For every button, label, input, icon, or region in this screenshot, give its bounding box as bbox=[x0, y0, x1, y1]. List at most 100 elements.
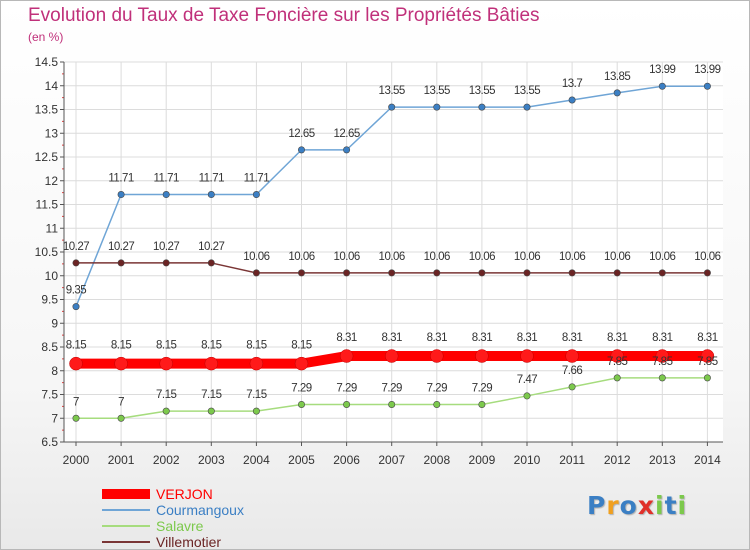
data-label-courmangoux: 13.55 bbox=[424, 85, 450, 97]
data-label-villemotier: 10.06 bbox=[424, 251, 450, 263]
data-point-salavre bbox=[568, 383, 576, 391]
data-point-salavre bbox=[162, 407, 170, 415]
data-label-verjon: 8.31 bbox=[607, 332, 627, 344]
data-label-verjon: 8.15 bbox=[201, 340, 221, 352]
x-tick-label: 2011 bbox=[559, 453, 585, 467]
data-point-villemotier bbox=[388, 269, 396, 277]
data-point-salavre bbox=[523, 392, 531, 400]
data-label-salavre: 7 bbox=[73, 396, 79, 408]
data-point-courmangoux bbox=[117, 191, 125, 199]
data-label-verjon: 8.15 bbox=[246, 340, 266, 352]
logo-letter: x bbox=[637, 491, 655, 520]
data-point-courmangoux bbox=[703, 82, 711, 90]
data-label-courmangoux: 13.99 bbox=[649, 64, 675, 76]
data-point-salavre bbox=[388, 400, 396, 408]
y-tick-label: 10.5 bbox=[35, 245, 59, 259]
data-label-courmangoux: 11.71 bbox=[108, 173, 134, 185]
data-label-verjon: 8.15 bbox=[111, 340, 131, 352]
x-tick-label: 2004 bbox=[243, 453, 270, 467]
data-label-salavre: 7.66 bbox=[562, 365, 582, 377]
data-point-villemotier bbox=[252, 269, 260, 277]
data-label-villemotier: 10.06 bbox=[469, 251, 495, 263]
data-label-verjon: 8.31 bbox=[517, 332, 537, 344]
data-label-villemotier: 10.06 bbox=[559, 251, 585, 263]
data-point-courmangoux bbox=[658, 82, 666, 90]
data-point-villemotier bbox=[343, 269, 351, 277]
data-point-verjon bbox=[655, 349, 670, 363]
data-label-verjon: 8.15 bbox=[156, 340, 176, 352]
data-point-salavre bbox=[297, 400, 305, 408]
data-label-salavre: 7.29 bbox=[472, 382, 492, 394]
data-label-verjon: 8.31 bbox=[697, 332, 717, 344]
data-label-salavre: 7.15 bbox=[156, 389, 176, 401]
x-tick-label: 2014 bbox=[694, 453, 721, 467]
logo-letter: r bbox=[606, 491, 620, 520]
logo-letter: P bbox=[587, 491, 607, 520]
data-label-verjon: 8.15 bbox=[291, 340, 311, 352]
data-point-verjon bbox=[339, 349, 354, 363]
data-label-villemotier: 10.06 bbox=[649, 251, 675, 263]
data-label-courmangoux: 11.71 bbox=[153, 173, 179, 185]
x-tick-label: 2010 bbox=[514, 453, 541, 467]
x-tick-label: 2003 bbox=[198, 453, 225, 467]
data-label-courmangoux: 11.71 bbox=[199, 173, 225, 185]
logo-letter: i bbox=[655, 491, 665, 520]
x-tick-label: 2008 bbox=[423, 453, 450, 467]
chart-title: Evolution du Taux de Taxe Foncière sur l… bbox=[28, 5, 540, 26]
data-label-verjon: 8.15 bbox=[66, 340, 86, 352]
y-tick-label: 7.5 bbox=[41, 388, 58, 402]
data-point-salavre bbox=[72, 414, 80, 422]
y-tick-label: 7 bbox=[51, 411, 58, 425]
data-label-courmangoux: 13.55 bbox=[514, 85, 540, 97]
data-point-courmangoux bbox=[523, 103, 531, 111]
data-point-salavre bbox=[613, 374, 621, 382]
data-point-verjon bbox=[475, 349, 489, 363]
data-label-villemotier: 10.27 bbox=[198, 241, 224, 253]
y-tick-label: 14.5 bbox=[35, 55, 59, 69]
data-point-salavre bbox=[703, 374, 711, 382]
x-tick-label: 2012 bbox=[604, 453, 631, 467]
y-tick-label: 13 bbox=[45, 126, 59, 140]
x-tick-label: 2005 bbox=[288, 453, 315, 467]
data-point-villemotier bbox=[297, 269, 305, 277]
data-label-courmangoux: 12.65 bbox=[288, 128, 314, 140]
x-tick-label: 2000 bbox=[63, 453, 90, 467]
data-point-courmangoux bbox=[162, 191, 170, 199]
logo-letter: o bbox=[619, 491, 638, 520]
data-label-villemotier: 10.06 bbox=[288, 251, 314, 263]
data-label-salavre: 7.29 bbox=[427, 382, 447, 394]
data-label-salavre: 7.85 bbox=[697, 356, 717, 368]
data-label-courmangoux: 13.85 bbox=[604, 71, 630, 83]
data-label-salavre: 7 bbox=[118, 396, 124, 408]
y-tick-label: 11 bbox=[46, 221, 59, 235]
data-label-villemotier: 10.06 bbox=[514, 251, 540, 263]
x-tick-label: 2009 bbox=[469, 453, 496, 467]
x-tick-label: 2007 bbox=[378, 453, 405, 467]
data-point-villemotier bbox=[613, 269, 621, 277]
unit-label: (en %) bbox=[28, 30, 64, 44]
data-label-villemotier: 10.06 bbox=[243, 251, 269, 263]
data-point-courmangoux bbox=[72, 303, 80, 311]
data-point-salavre bbox=[207, 407, 215, 415]
data-label-courmangoux: 13.7 bbox=[562, 78, 582, 90]
data-point-courmangoux bbox=[252, 191, 260, 199]
data-label-villemotier: 10.06 bbox=[333, 251, 359, 263]
y-tick-label: 8.5 bbox=[41, 340, 58, 354]
data-point-salavre bbox=[252, 407, 260, 415]
data-point-verjon bbox=[520, 349, 534, 363]
legend-swatch bbox=[102, 509, 150, 511]
data-label-courmangoux: 12.65 bbox=[333, 128, 359, 140]
y-tick-label: 8 bbox=[51, 364, 58, 378]
legend-swatch bbox=[102, 489, 150, 499]
data-point-verjon bbox=[204, 356, 219, 371]
data-label-courmangoux: 9.35 bbox=[66, 285, 86, 297]
data-point-salavre bbox=[117, 414, 125, 422]
legend-label: VERJON bbox=[156, 486, 213, 502]
data-point-villemotier bbox=[658, 269, 666, 277]
data-point-salavre bbox=[478, 400, 486, 408]
data-label-salavre: 7.85 bbox=[607, 356, 627, 368]
data-label-salavre: 7.29 bbox=[382, 382, 402, 394]
data-point-villemotier bbox=[72, 259, 80, 267]
legend-swatch bbox=[102, 525, 150, 527]
